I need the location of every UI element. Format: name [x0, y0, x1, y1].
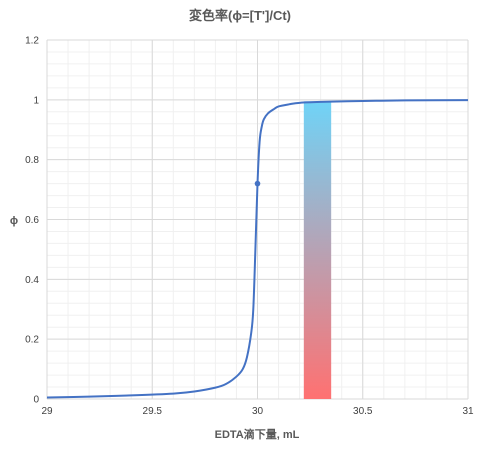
y-tick-label: 0.8	[25, 155, 39, 166]
chart-title: 変色率(ϕ=[T']/Ct)	[189, 8, 291, 23]
y-tick-label: 0	[33, 395, 39, 406]
band-layer	[303, 101, 332, 400]
y-tick-label: 0.6	[25, 215, 39, 226]
series-line	[46, 99, 469, 399]
x-tick-label: 29	[41, 406, 53, 417]
x-tick-label: 29.5	[143, 406, 163, 417]
y-axis-label: ϕ	[10, 215, 18, 227]
grid	[46, 39, 469, 400]
y-tick-label: 1.2	[25, 36, 39, 47]
color-change-band	[303, 101, 332, 400]
series-layer	[46, 99, 469, 399]
y-tick-label: 0.2	[25, 335, 39, 346]
y-tick-label: 1	[33, 95, 39, 106]
x-tick-label: 31	[462, 406, 474, 417]
y-tick-label: 0.4	[25, 275, 39, 286]
x-tick-label: 30.5	[353, 406, 373, 417]
x-tick-label: 30	[252, 406, 264, 417]
ticks-layer: 29 29.5 30 30.5 31 0 0.2 0.4 0.6 0.8 1 1.2	[25, 36, 474, 418]
x-axis-label: EDTA滴下量, mL	[215, 427, 300, 441]
equivalence-point-marker	[254, 180, 261, 187]
